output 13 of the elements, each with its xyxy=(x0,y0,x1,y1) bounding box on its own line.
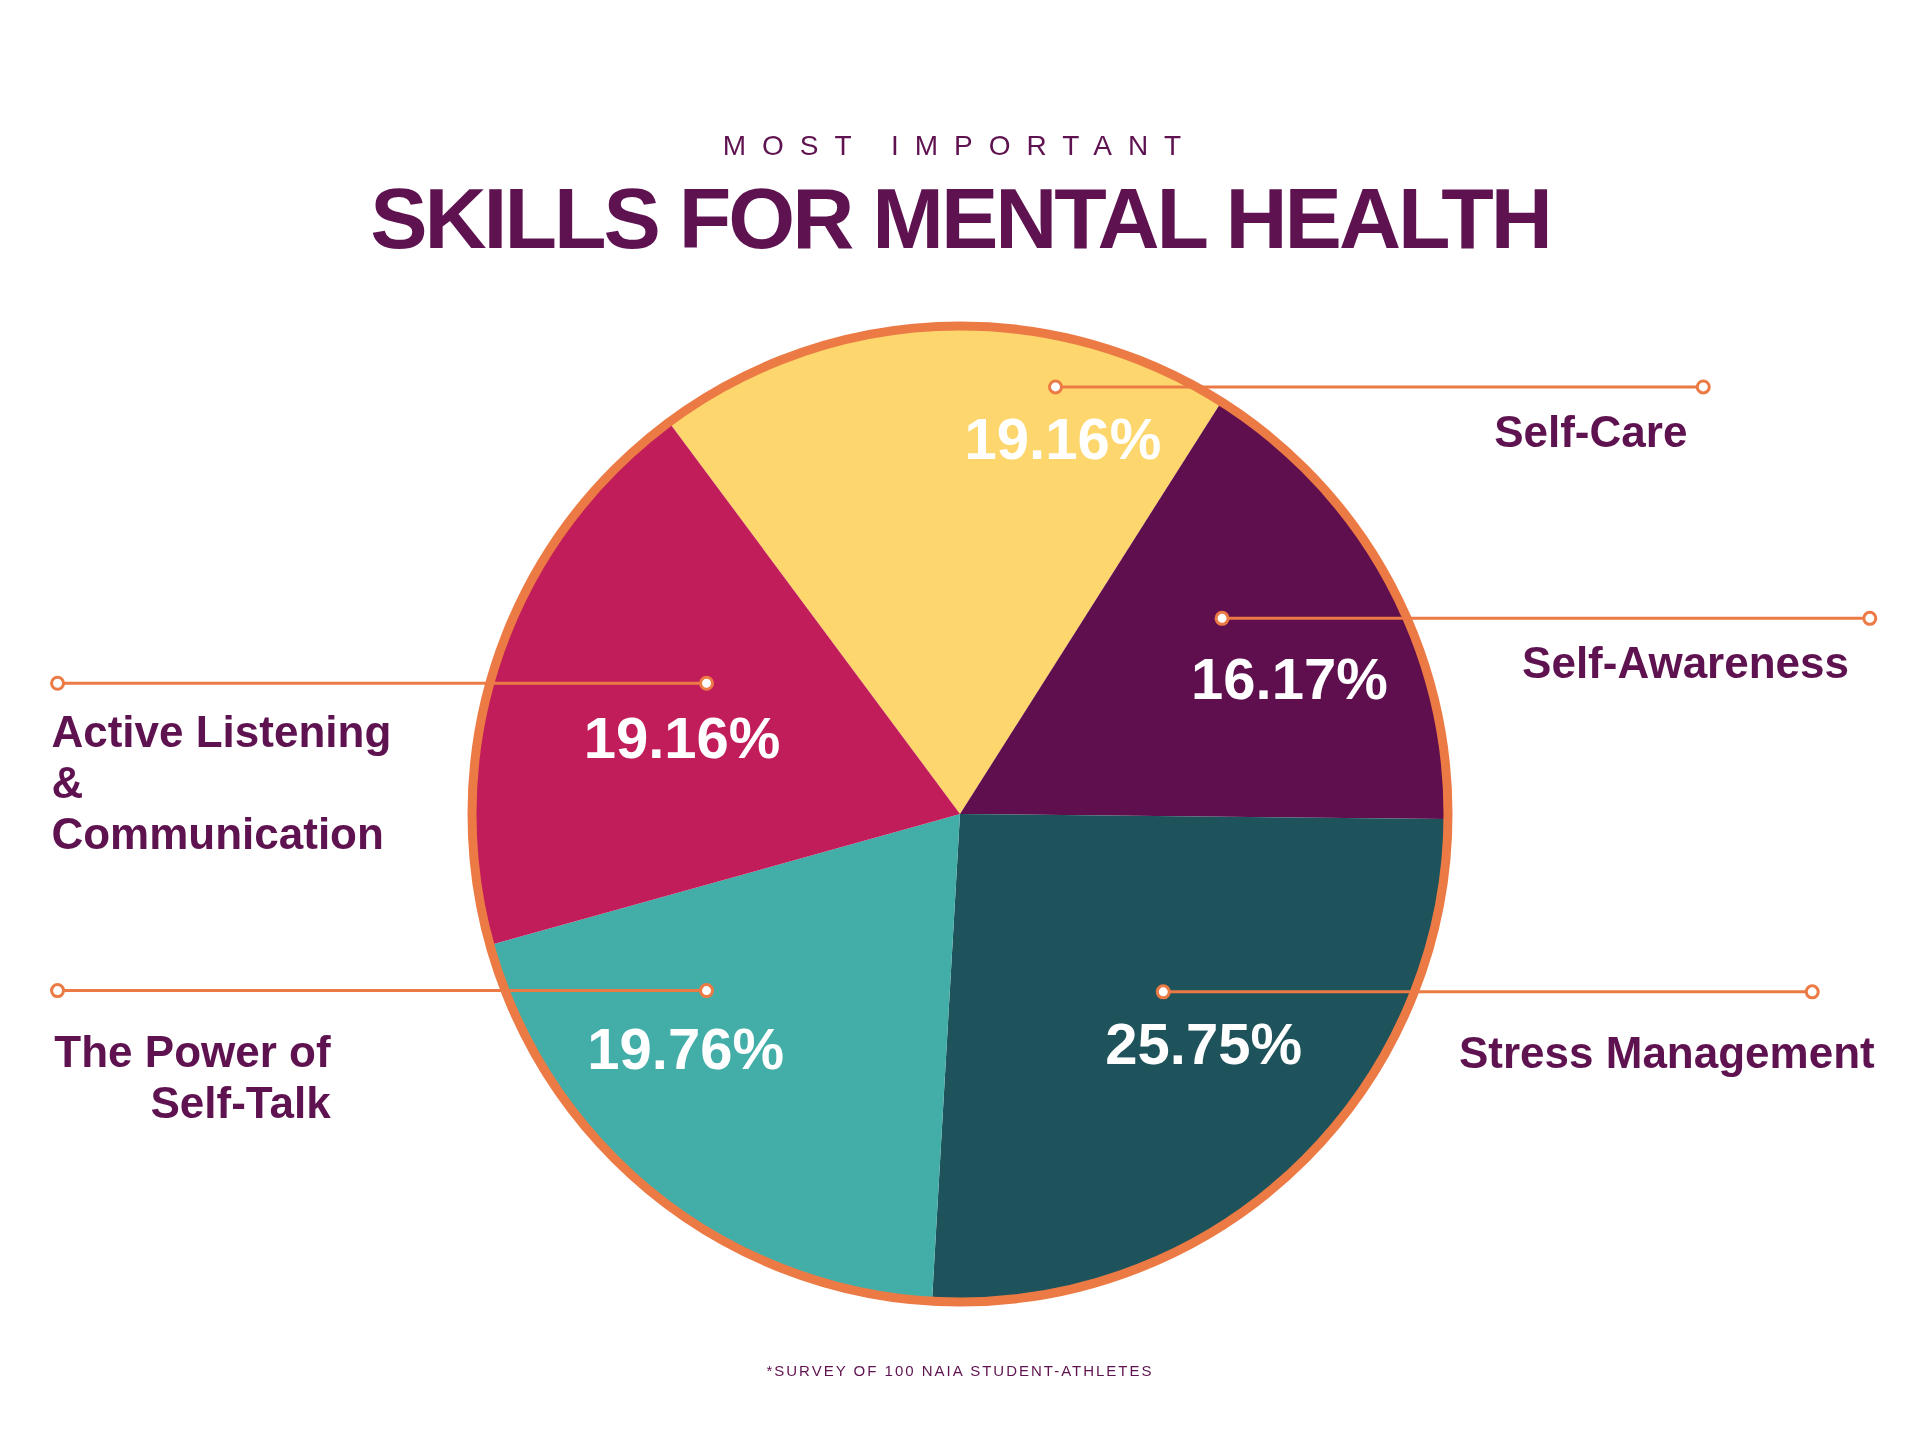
data-label: 16.17% xyxy=(1191,646,1388,712)
data-label: 19.16% xyxy=(583,705,781,771)
slice-label: Self-Care xyxy=(1494,406,1688,456)
slice-label: Active Listening & Communication xyxy=(51,706,392,858)
slice-label: Stress Management xyxy=(1458,1027,1876,1077)
chart-subtitle: MOST IMPORTANT xyxy=(721,129,1199,163)
chart-title: SKILLS FOR MENTAL HEALTH xyxy=(369,170,1551,266)
data-label: 19.16% xyxy=(964,406,1162,472)
data-label: 19.76% xyxy=(587,1016,785,1082)
slice-label: Self-Awareness xyxy=(1522,638,1849,688)
data-label: 25.75% xyxy=(1105,1011,1303,1077)
slice-label: The Power of Self-Talk xyxy=(54,1026,332,1127)
text: *SURVEY OF 100 NAIA STUDENT-ATHLETES xyxy=(765,1362,1155,1379)
